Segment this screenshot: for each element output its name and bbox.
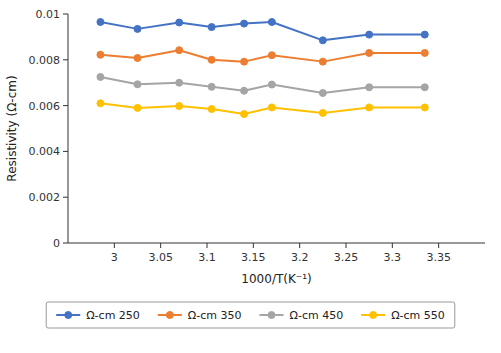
y-tick-label: 0.008 <box>29 54 61 67</box>
point <box>134 104 141 111</box>
legend-item: Ω-cm 550 <box>361 309 445 322</box>
y-tick <box>63 14 68 15</box>
legend-item: Ω-cm 450 <box>260 309 344 322</box>
legend-label: Ω-cm 550 <box>391 309 445 322</box>
plot-area <box>97 19 428 118</box>
point <box>208 83 215 90</box>
x-tick-label: 3.2 <box>291 251 309 264</box>
point <box>421 84 428 91</box>
legend-marker <box>65 312 72 319</box>
point <box>97 19 104 26</box>
series <box>97 19 428 44</box>
x-tick-label: 3.15 <box>241 251 266 264</box>
series <box>97 47 428 65</box>
x-tick <box>253 243 254 248</box>
point <box>241 87 248 94</box>
y-tick <box>63 105 68 106</box>
x-tick <box>114 243 115 248</box>
x-tick <box>299 243 300 248</box>
point <box>366 49 373 56</box>
legend-marker <box>268 312 275 319</box>
point <box>241 58 248 65</box>
point <box>176 103 183 110</box>
point <box>268 52 275 59</box>
x-tick <box>438 243 439 248</box>
x-tick-label: 3.05 <box>148 251 173 264</box>
legend-box <box>46 302 455 328</box>
x-tick-label: 3.1 <box>198 251 216 264</box>
series-line <box>100 22 424 40</box>
series-line <box>100 50 424 61</box>
y-tick-label: 0.004 <box>29 145 61 158</box>
point <box>176 47 183 54</box>
point <box>97 51 104 58</box>
point <box>134 25 141 32</box>
point <box>176 79 183 86</box>
legend: Ω-cm 250 Ω-cm 350 Ω-cm 450 Ω-cm 550 <box>46 302 455 328</box>
x-tick <box>160 243 161 248</box>
x-tick-label: 3.35 <box>426 251 451 264</box>
point <box>421 49 428 56</box>
point <box>366 84 373 91</box>
legend-label: Ω-cm 250 <box>86 309 140 322</box>
point <box>176 19 183 26</box>
x-tick <box>207 243 208 248</box>
x-tick-label: 3 <box>111 251 118 264</box>
legend-label: Ω-cm 450 <box>290 309 344 322</box>
x-axis-line <box>68 243 485 244</box>
legend-marker <box>166 312 173 319</box>
x-tick <box>392 243 393 248</box>
point <box>268 104 275 111</box>
series-line <box>100 103 424 114</box>
series-line <box>100 77 424 93</box>
point <box>134 81 141 88</box>
y-tick-label: 0.01 <box>36 8 61 21</box>
x-tick-label: 3.25 <box>334 251 359 264</box>
point <box>366 31 373 38</box>
series <box>97 73 428 96</box>
point <box>97 100 104 107</box>
x-axis-label: 1000/T(K⁻¹) <box>241 272 311 286</box>
y-tick <box>63 197 68 198</box>
point <box>208 56 215 63</box>
point <box>241 20 248 27</box>
point <box>421 31 428 38</box>
x-tick-label: 3.3 <box>384 251 402 264</box>
point <box>208 24 215 31</box>
y-tick <box>63 243 68 244</box>
point <box>319 90 326 97</box>
legend-item: Ω-cm 350 <box>158 309 242 322</box>
y-tick-label: 0.002 <box>29 191 61 204</box>
y-axis-line <box>68 14 69 243</box>
y-tick <box>63 151 68 152</box>
x-tick <box>346 243 347 248</box>
point <box>268 19 275 26</box>
point <box>241 111 248 118</box>
y-tick-label: 0.006 <box>29 100 61 113</box>
point <box>208 106 215 113</box>
point <box>97 73 104 80</box>
point <box>268 81 275 88</box>
series <box>97 100 428 118</box>
point <box>366 104 373 111</box>
y-axis-label: Resistivity (Ω-cm) <box>5 75 19 181</box>
point <box>319 58 326 65</box>
point <box>319 109 326 116</box>
point <box>421 104 428 111</box>
y-tick-label: 0 <box>53 237 60 250</box>
legend-item: Ω-cm 250 <box>56 309 140 322</box>
chart: 3 3.05 3.1 3.15 3.2 3.25 3.3 3.35 0 0.002 0.004 0.0… <box>0 0 501 353</box>
legend-marker <box>370 312 377 319</box>
legend-label: Ω-cm 350 <box>188 309 242 322</box>
point <box>319 37 326 44</box>
axes: 3 3.05 3.1 3.15 3.2 3.25 3.3 3.35 0 0.002 0.004 0.0… <box>29 8 486 264</box>
y-tick <box>63 59 68 60</box>
point <box>134 54 141 61</box>
